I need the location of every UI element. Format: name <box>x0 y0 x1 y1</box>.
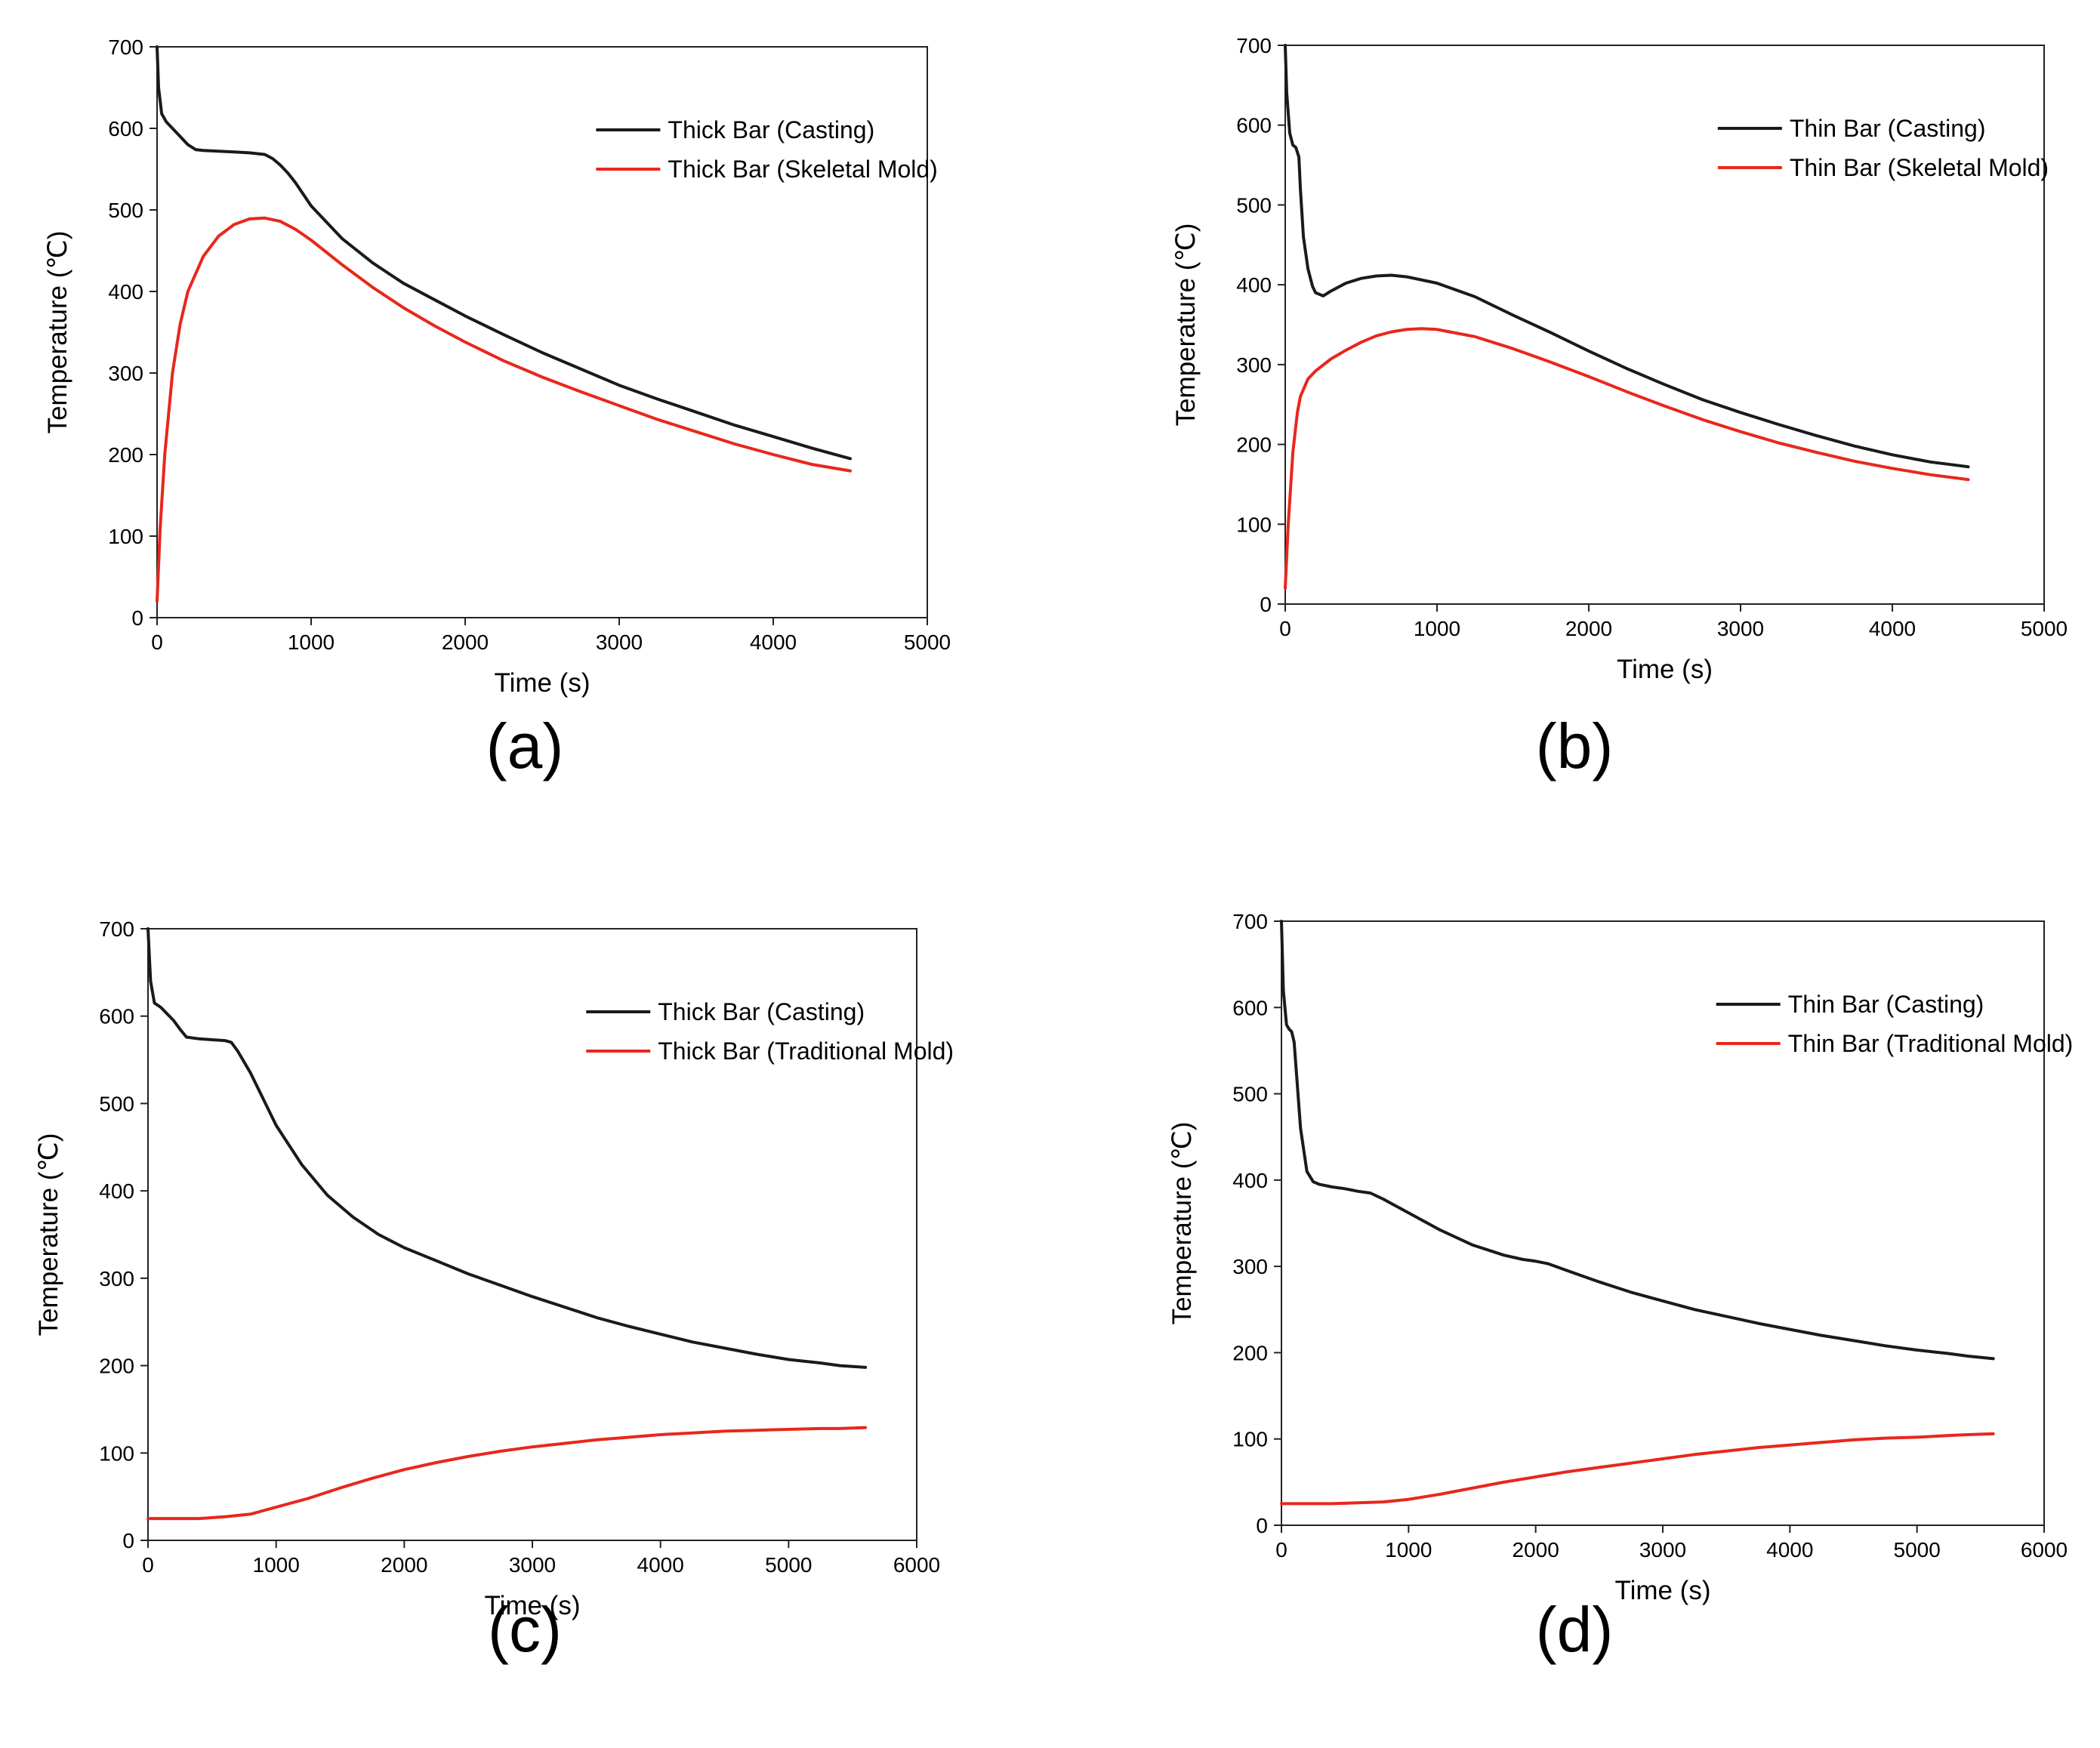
x-tick-label: 3000 <box>509 1553 556 1577</box>
chart-a-svg: 0 1000 2000 3000 4000 5000 0 100 200 300 400 500 600… <box>43 35 951 698</box>
y-tick-label: 0 <box>131 606 143 630</box>
chart-b-svg: 0 1000 2000 3000 4000 5000 0 100 200 300 400 500 600… <box>1171 34 2068 684</box>
y-tick-label: 500 <box>1232 1083 1268 1106</box>
x-tick-label: 0 <box>142 1553 154 1577</box>
legend-label-2: Thick Bar (Traditional Mold) <box>658 1037 954 1065</box>
x-tick-label: 4000 <box>750 630 797 654</box>
y-tick-label: 400 <box>1236 273 1272 297</box>
x-tick-label: 5000 <box>904 630 951 654</box>
y-tick-label: 200 <box>1236 433 1272 457</box>
y-tick-label: 700 <box>1232 910 1268 933</box>
y-tick-label: 600 <box>99 1005 134 1028</box>
x-tick-label: 5000 <box>765 1553 812 1577</box>
panel-label-d: (d) <box>1535 1594 1614 1665</box>
legend-label-2: Thin Bar (Traditional Mold) <box>1788 1030 2074 1057</box>
y-tick-label: 200 <box>108 443 143 467</box>
series-line-1 <box>146 927 868 1369</box>
x-tick-label: 4000 <box>1869 617 1916 640</box>
series-line-2 <box>1284 327 1970 590</box>
x-tick-label: 6000 <box>893 1553 940 1577</box>
y-axis-title: Temperature (℃) <box>1167 1122 1197 1325</box>
x-tick-label: 3000 <box>596 630 643 654</box>
x-tick-label: 2000 <box>442 630 489 654</box>
y-tick-label: 200 <box>99 1355 134 1378</box>
legend-label-1: Thin Bar (Casting) <box>1788 991 1984 1018</box>
x-tick-label: 1000 <box>253 1553 300 1577</box>
chart-panel-a: 0 1000 2000 3000 4000 5000 0 100 200 300 400 500 600… <box>0 0 1050 868</box>
y-axis-title: Temperature (℃) <box>1171 224 1201 427</box>
y-tick-label: 300 <box>108 362 143 385</box>
legend-label-1: Thin Bar (Casting) <box>1790 115 1986 142</box>
x-tick-label: 2000 <box>1513 1538 1559 1561</box>
y-tick-label: 500 <box>99 1092 134 1115</box>
y-axis-title: Temperature (℃) <box>34 1133 63 1336</box>
y-tick-label: 0 <box>122 1529 134 1552</box>
plot-frame <box>156 46 928 618</box>
y-tick-label: 100 <box>1232 1428 1268 1451</box>
y-axis-title: Temperature (℃) <box>43 231 72 434</box>
x-tick-label: 0 <box>151 630 163 654</box>
series-line-1 <box>1284 44 1970 469</box>
panel-label-b: (b) <box>1535 711 1614 782</box>
legend-label-1: Thick Bar (Casting) <box>658 998 865 1025</box>
x-axis-title: Time (s) <box>1617 655 1713 684</box>
x-tick-label: 0 <box>1279 617 1291 640</box>
x-tick-label: 4000 <box>637 1553 684 1577</box>
chart-c-svg: 0 1000 2000 3000 4000 5000 6000 0 100 200 300 400 50… <box>34 917 954 1620</box>
y-tick-label: 300 <box>1236 353 1272 377</box>
legend-label-2: Thin Bar (Skeletal Mold) <box>1790 154 2049 181</box>
x-tick-label: 5000 <box>2021 617 2068 640</box>
y-tick-label: 500 <box>108 199 143 222</box>
x-axis-title: Time (s) <box>494 668 590 698</box>
y-tick-label: 0 <box>1260 593 1272 616</box>
chart-panel-d: 0 1000 2000 3000 4000 5000 6000 0 100 200 300 400 50… <box>1050 876 2099 1744</box>
panel-label-a: (a) <box>486 711 564 782</box>
y-tick-label: 400 <box>99 1179 134 1203</box>
chart-panel-b: 0 1000 2000 3000 4000 5000 0 100 200 300 400 500 600… <box>1050 0 2099 868</box>
legend-label-1: Thick Bar (Casting) <box>668 116 874 143</box>
x-tick-label: 1000 <box>1414 617 1460 640</box>
chart-panel-c: 0 1000 2000 3000 4000 5000 6000 0 100 200 300 400 50… <box>0 876 1050 1744</box>
y-tick-label: 200 <box>1232 1341 1268 1364</box>
x-tick-label: 3000 <box>1717 617 1764 640</box>
x-tick-label: 6000 <box>2021 1538 2068 1561</box>
x-tick-label: 1000 <box>288 630 335 654</box>
series-line-2 <box>156 216 852 603</box>
x-tick-label: 2000 <box>1565 617 1612 640</box>
x-tick-label: 4000 <box>1766 1538 1813 1561</box>
y-tick-label: 100 <box>108 525 143 548</box>
y-tick-label: 600 <box>108 117 143 140</box>
y-tick-label: 700 <box>108 35 143 59</box>
y-tick-label: 700 <box>1236 34 1272 57</box>
series-line-1 <box>1280 920 1995 1361</box>
chart-d-svg: 0 1000 2000 3000 4000 5000 6000 0 100 200 300 400 50… <box>1167 910 2074 1605</box>
y-tick-label: 700 <box>99 917 134 941</box>
x-axis-title: Time (s) <box>1614 1576 1710 1605</box>
panel-label-c: (c) <box>488 1594 562 1665</box>
y-tick-label: 400 <box>108 280 143 304</box>
series-line-2 <box>146 1426 868 1521</box>
y-tick-label: 300 <box>99 1267 134 1290</box>
y-tick-label: 0 <box>1256 1514 1268 1537</box>
y-tick-label: 100 <box>1236 513 1272 536</box>
y-tick-label: 100 <box>99 1441 134 1465</box>
x-tick-label: 2000 <box>381 1553 427 1577</box>
x-tick-label: 3000 <box>1639 1538 1686 1561</box>
y-tick-label: 500 <box>1236 193 1272 217</box>
legend-label-2: Thick Bar (Skeletal Mold) <box>668 156 937 183</box>
x-tick-label: 0 <box>1275 1538 1287 1561</box>
x-tick-label: 5000 <box>1894 1538 1941 1561</box>
series-line-2 <box>1280 1432 1995 1506</box>
x-tick-label: 1000 <box>1385 1538 1432 1561</box>
x-axis-title: Time (s) <box>484 1591 580 1620</box>
y-tick-label: 300 <box>1232 1255 1268 1278</box>
series-line-1 <box>156 45 852 461</box>
y-tick-label: 600 <box>1236 114 1272 137</box>
plot-frame <box>1284 45 2045 605</box>
y-tick-label: 600 <box>1232 996 1268 1019</box>
y-tick-label: 400 <box>1232 1169 1268 1192</box>
